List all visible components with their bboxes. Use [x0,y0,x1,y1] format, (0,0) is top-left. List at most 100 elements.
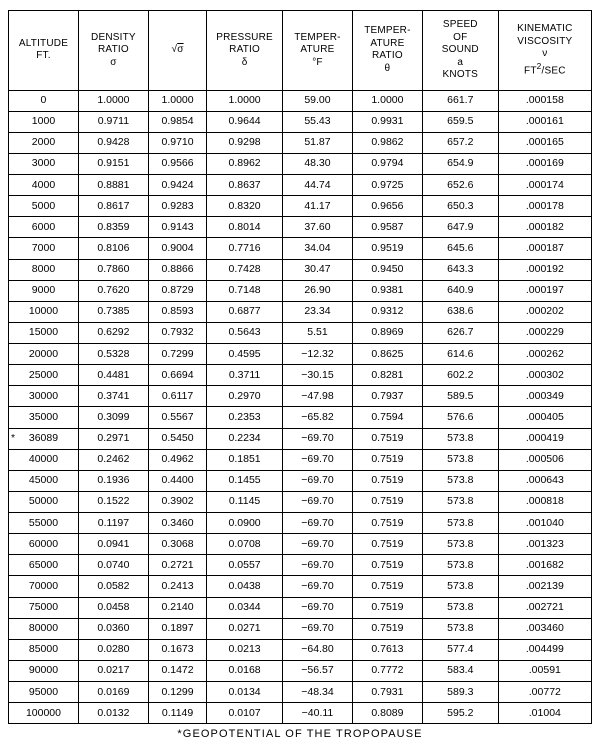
cell-temperature_ratio: 0.9725 [352,175,422,196]
cell-density_ratio: 0.0280 [78,639,148,660]
cell-density_ratio: 0.5328 [78,344,148,365]
cell-kinematic_viscosity: .00591 [498,660,591,681]
table-row: 40000.88810.94240.863744.740.9725652.6.0… [9,175,592,196]
cell-pressure_ratio: 0.5643 [207,322,283,343]
cell-altitude: 6000 [9,217,79,238]
cell-temperature_ratio: 0.7519 [352,555,422,576]
table-row: 90000.76200.87290.714826.900.9381640.9.0… [9,280,592,301]
table-row: 750000.04580.21400.0344−69.700.7519573.8… [9,597,592,618]
cell-altitude: 55000 [9,513,79,534]
cell-temperature: −69.70 [282,428,352,449]
cell-kinematic_viscosity: .000192 [498,259,591,280]
cell-kinematic_viscosity: .000169 [498,153,591,174]
cell-speed_of_sound: 657.2 [422,132,498,153]
cell-density_ratio: 1.0000 [78,90,148,111]
cell-speed_of_sound: 595.2 [422,703,498,724]
cell-altitude: 9000 [9,280,79,301]
table-row: 1000000.01320.11490.0107−40.110.8089595.… [9,703,592,724]
cell-temperature: −69.70 [282,618,352,639]
cell-kinematic_viscosity: .003460 [498,618,591,639]
cell-temperature_ratio: 0.9656 [352,196,422,217]
cell-temperature: 37.60 [282,217,352,238]
cell-temperature_ratio: 0.7519 [352,513,422,534]
cell-kinematic_viscosity: .001040 [498,513,591,534]
cell-temperature: −69.70 [282,513,352,534]
cell-sqrt_sigma: 0.9710 [148,132,206,153]
cell-kinematic_viscosity: .000161 [498,111,591,132]
cell-density_ratio: 0.0360 [78,618,148,639]
cell-kinematic_viscosity: .000178 [498,196,591,217]
cell-density_ratio: 0.8106 [78,238,148,259]
table-row: 700000.05820.24130.0438−69.700.7519573.8… [9,576,592,597]
cell-kinematic_viscosity: .000419 [498,428,591,449]
cell-kinematic_viscosity: .000302 [498,365,591,386]
cell-pressure_ratio: 0.8014 [207,217,283,238]
table-footnote: *GEOPOTENTIAL OF THE TROPOPAUSE [8,724,592,740]
cell-temperature_ratio: 0.7519 [352,449,422,470]
cell-sqrt_sigma: 0.1897 [148,618,206,639]
table-row: 50000.86170.92830.832041.170.9656650.3.0… [9,196,592,217]
cell-pressure_ratio: 0.6877 [207,301,283,322]
cell-density_ratio: 0.9711 [78,111,148,132]
cell-temperature_ratio: 0.7931 [352,682,422,703]
cell-speed_of_sound: 573.8 [422,470,498,491]
cell-speed_of_sound: 638.6 [422,301,498,322]
cell-sqrt_sigma: 0.3068 [148,534,206,555]
cell-altitude: 85000 [9,639,79,660]
table-row: 30000.91510.95660.896248.300.9794654.9.0… [9,153,592,174]
cell-altitude: 90000 [9,660,79,681]
cell-pressure_ratio: 0.9644 [207,111,283,132]
col-header-pressure_ratio: PRESSURERATIOδ [207,11,283,91]
cell-density_ratio: 0.0582 [78,576,148,597]
cell-speed_of_sound: 573.8 [422,428,498,449]
cell-pressure_ratio: 0.7148 [207,280,283,301]
cell-speed_of_sound: 614.6 [422,344,498,365]
table-row: 650000.07400.27210.0557−69.700.7519573.8… [9,555,592,576]
cell-temperature: 44.74 [282,175,352,196]
cell-sqrt_sigma: 0.9424 [148,175,206,196]
cell-temperature: −69.70 [282,449,352,470]
cell-temperature_ratio: 0.7519 [352,597,422,618]
cell-pressure_ratio: 0.8637 [207,175,283,196]
table-row: 300000.37410.61170.2970−47.980.7937589.5… [9,386,592,407]
cell-sqrt_sigma: 0.8729 [148,280,206,301]
cell-temperature_ratio: 0.7772 [352,660,422,681]
cell-altitude: 3000 [9,153,79,174]
cell-kinematic_viscosity: .001323 [498,534,591,555]
table-row: 150000.62920.79320.56435.510.8969626.7.0… [9,322,592,343]
cell-pressure_ratio: 0.0557 [207,555,283,576]
cell-pressure_ratio: 0.0271 [207,618,283,639]
cell-pressure_ratio: 0.2970 [207,386,283,407]
cell-speed_of_sound: 654.9 [422,153,498,174]
cell-speed_of_sound: 650.3 [422,196,498,217]
cell-sqrt_sigma: 0.9283 [148,196,206,217]
cell-speed_of_sound: 602.2 [422,365,498,386]
cell-density_ratio: 0.0740 [78,555,148,576]
cell-density_ratio: 0.3099 [78,407,148,428]
cell-sqrt_sigma: 0.2413 [148,576,206,597]
cell-sqrt_sigma: 0.9854 [148,111,206,132]
cell-kinematic_viscosity: .000818 [498,491,591,512]
cell-sqrt_sigma: 0.1149 [148,703,206,724]
atmosphere-table: ALTITUDEFT.DENSITYRATIOσ√σPRESSURERATIOδ… [8,10,592,724]
cell-pressure_ratio: 0.2353 [207,407,283,428]
cell-temperature: −65.82 [282,407,352,428]
cell-density_ratio: 0.0169 [78,682,148,703]
cell-temperature_ratio: 0.8625 [352,344,422,365]
cell-speed_of_sound: 589.5 [422,386,498,407]
col-header-temperature: TEMPER-ATURE°F [282,11,352,91]
cell-temperature: 30.47 [282,259,352,280]
cell-kinematic_viscosity: .000202 [498,301,591,322]
cell-sqrt_sigma: 0.5450 [148,428,206,449]
cell-temperature: 48.30 [282,153,352,174]
table-row: 80000.78600.88660.742830.470.9450643.3.0… [9,259,592,280]
cell-pressure_ratio: 0.1851 [207,449,283,470]
cell-density_ratio: 0.6292 [78,322,148,343]
table-row: 550000.11970.34600.0900−69.700.7519573.8… [9,513,592,534]
cell-speed_of_sound: 573.8 [422,513,498,534]
cell-speed_of_sound: 652.6 [422,175,498,196]
cell-temperature_ratio: 0.7519 [352,470,422,491]
cell-pressure_ratio: 0.0168 [207,660,283,681]
table-row: 100000.73850.85930.687723.340.9312638.6.… [9,301,592,322]
cell-speed_of_sound: 640.9 [422,280,498,301]
